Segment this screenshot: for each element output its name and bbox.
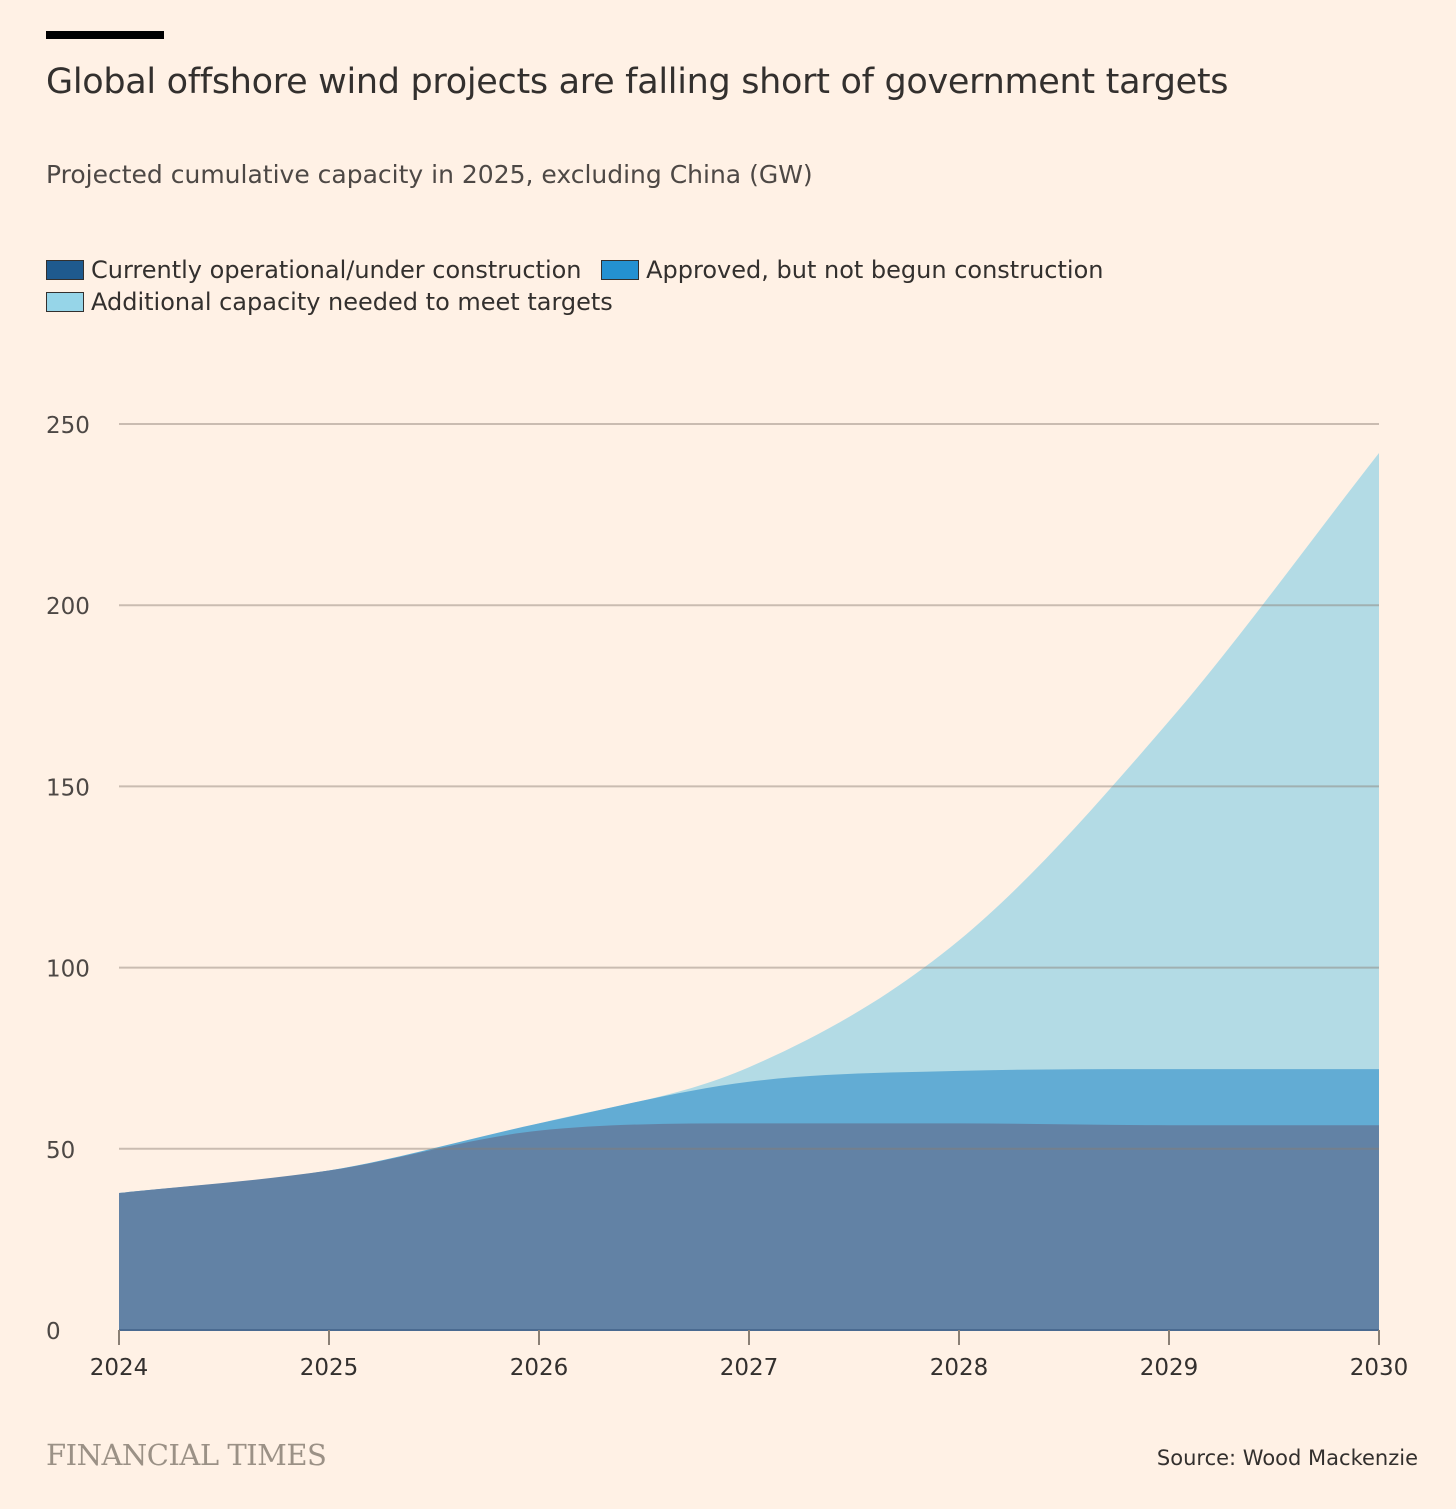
y-tick-label: 200: [46, 594, 90, 620]
x-tick-label: 2027: [720, 1355, 779, 1381]
x-tick-label: 2030: [1350, 1355, 1409, 1381]
y-tick-label: 100: [46, 957, 90, 983]
y-tick-label: 150: [46, 775, 90, 801]
legend-swatch: [601, 260, 640, 280]
y-tick-label: 0: [46, 1319, 61, 1345]
chart-title: Global offshore wind projects are fallin…: [46, 62, 1229, 102]
chart-subtitle: Projected cumulative capacity in 2025, e…: [46, 160, 813, 189]
x-tick-label: 2026: [510, 1355, 569, 1381]
legend-label: Additional capacity needed to meet targe…: [91, 288, 613, 316]
legend-item-operational: Currently operational/under construction: [46, 254, 582, 286]
ft-top-bar: [46, 31, 164, 39]
legend-label: Approved, but not begun construction: [646, 256, 1104, 284]
source-note: Source: Wood Mackenzie: [1156, 1446, 1418, 1470]
y-tick-label: 50: [46, 1138, 75, 1164]
y-tick-label: 250: [46, 413, 90, 439]
ft-logo: FINANCIAL TIMES: [46, 1438, 327, 1472]
area-operational: [119, 1123, 1379, 1330]
legend-item-additional: Additional capacity needed to meet targe…: [46, 286, 613, 318]
chart-area: 0 50 100 150 200 250 2024 2025 2026 2027 2028 2029 2…: [46, 413, 1409, 1381]
x-tick-label: 2028: [930, 1355, 989, 1381]
x-tick-label: 2025: [300, 1355, 359, 1381]
legend-swatch: [46, 260, 84, 280]
legend-swatch: [46, 292, 84, 312]
legend-item-approved: Approved, but not begun construction: [601, 254, 1103, 286]
x-tick-label: 2024: [90, 1355, 149, 1381]
legend-label: Currently operational/under construction: [91, 256, 582, 284]
legend: Currently operational/under construction…: [46, 254, 1246, 318]
x-tick-label: 2029: [1140, 1355, 1199, 1381]
